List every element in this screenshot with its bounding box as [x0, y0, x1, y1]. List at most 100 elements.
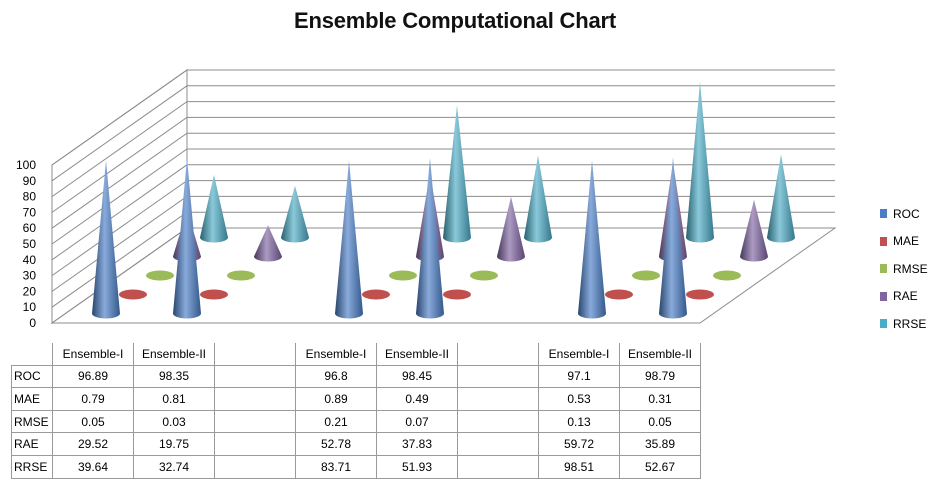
cone-rrse — [443, 105, 471, 243]
table-cell: 59.72 — [538, 432, 620, 456]
table-cell: 0.07 — [376, 409, 458, 434]
table-row: ROC 96.89 98.35 96.8 98.45 97.1 98.79 — [11, 364, 701, 389]
table-row: RAE 29.52 19.75 52.78 37.83 59.72 35.89 — [11, 432, 701, 456]
legend-swatch — [880, 236, 887, 246]
table-cell: 98.79 — [619, 364, 701, 389]
data-table: Ensemble-I Ensemble-II Ensemble-I Ensemble-… — [11, 343, 701, 479]
cone-rrse — [524, 155, 552, 243]
table-cell: 19.75 — [133, 432, 215, 456]
table-cell — [214, 432, 296, 456]
legend-swatch — [880, 319, 887, 329]
cone-rmse — [227, 270, 255, 281]
table-row: RMSE 0.05 0.03 0.21 0.07 0.13 0.05 — [11, 409, 701, 434]
table-row-label: RMSE — [11, 409, 53, 434]
table-cell: 51.93 — [376, 454, 458, 479]
table-row-label: RRSE — [11, 454, 53, 479]
chart-title: Ensemble Computational Chart — [294, 8, 616, 33]
cone-rae — [254, 225, 282, 262]
table-header-row: Ensemble-I Ensemble-II Ensemble-I Ensemble-… — [12, 343, 701, 366]
table-cell: 0.79 — [52, 387, 134, 411]
cone-rrse — [686, 81, 714, 243]
table-cell — [214, 364, 296, 389]
table-cell: 98.45 — [376, 364, 458, 389]
legend-entry: RAE — [880, 283, 928, 311]
table-cell: 0.53 — [538, 387, 620, 411]
chart-walls — [50, 69, 837, 324]
y-tick-label: 30 — [23, 269, 37, 283]
table-row: MAE 0.79 0.81 0.89 0.49 0.53 0.31 — [11, 387, 701, 411]
cone-roc — [659, 157, 687, 319]
y-tick-label: 100 — [16, 158, 36, 172]
cone-rmse — [470, 270, 498, 281]
table-cell: 0.05 — [52, 409, 134, 434]
table-row-label: RAE — [11, 432, 53, 456]
gridline — [51, 132, 835, 229]
cone-mae — [200, 289, 228, 300]
table-column-header: Ensemble-I — [52, 343, 134, 366]
legend-label: MAE — [893, 234, 920, 249]
table-cell: 52.78 — [295, 432, 377, 456]
table-cell: 29.52 — [52, 432, 134, 456]
table-cell: 0.05 — [619, 409, 701, 434]
table-cell: 97.1 — [538, 364, 620, 389]
legend-label: RRSE — [893, 316, 927, 331]
legend-label: ROC — [893, 206, 920, 221]
cone-rrse — [200, 174, 228, 243]
table-cell: 0.21 — [295, 409, 377, 434]
cone-mae — [443, 289, 471, 300]
table-cell: 83.71 — [295, 454, 377, 479]
cone-mae — [686, 289, 714, 300]
table-cell: 32.74 — [133, 454, 215, 479]
y-tick-label: 40 — [23, 253, 37, 267]
table-cell — [214, 409, 296, 434]
cone-rae — [740, 199, 768, 262]
table-cell — [457, 364, 539, 389]
y-tick-label: 70 — [23, 205, 37, 219]
legend-label: RMSE — [893, 261, 928, 276]
legend-swatch — [880, 209, 887, 219]
y-tick-label: 60 — [23, 221, 37, 235]
cone-mae — [605, 289, 633, 300]
chart-marks — [92, 81, 795, 319]
cone-roc — [173, 158, 201, 319]
legend-swatch — [880, 264, 887, 274]
legend: ROC MAE RMSE RAE RRSE — [880, 200, 928, 338]
legend-swatch — [880, 291, 887, 301]
table-cell: 52.67 — [619, 454, 701, 479]
y-tick-label: 80 — [23, 190, 37, 204]
gridline — [51, 116, 835, 213]
table-cell: 96.89 — [52, 364, 134, 389]
table-cell — [457, 409, 539, 434]
legend-label: RAE — [893, 289, 918, 304]
legend-entry: MAE — [880, 228, 928, 256]
gridline — [51, 85, 835, 182]
cone-mae — [119, 289, 147, 300]
table-cell: 35.89 — [619, 432, 701, 456]
cone-roc — [92, 160, 120, 319]
cone-rmse — [146, 270, 174, 281]
table-column-header: Ensemble-I — [538, 343, 620, 366]
table-column-header: Ensemble-II — [376, 343, 458, 366]
table-cell: 37.83 — [376, 432, 458, 456]
table-cell: 0.49 — [376, 387, 458, 411]
cone-rrse — [767, 154, 795, 243]
table-row: RRSE 39.64 32.74 83.71 51.93 98.51 52.67 — [11, 454, 701, 479]
table-column-header: Ensemble-I — [295, 343, 377, 366]
table-cell: 96.8 — [295, 364, 377, 389]
gridline — [51, 101, 835, 198]
y-tick-label: 50 — [23, 237, 37, 251]
table-column-header — [214, 343, 296, 366]
cone-mae — [362, 289, 390, 300]
table-cell: 0.03 — [133, 409, 215, 434]
table-cell: 0.89 — [295, 387, 377, 411]
y-tick-label: 0 — [29, 316, 36, 330]
table-corner — [12, 343, 53, 365]
table-cell — [214, 387, 296, 411]
table-cell: 0.13 — [538, 409, 620, 434]
y-tick-label: 10 — [23, 300, 37, 314]
cone-rrse — [281, 185, 309, 243]
legend-entry: ROC — [880, 200, 928, 228]
table-cell — [457, 454, 539, 479]
